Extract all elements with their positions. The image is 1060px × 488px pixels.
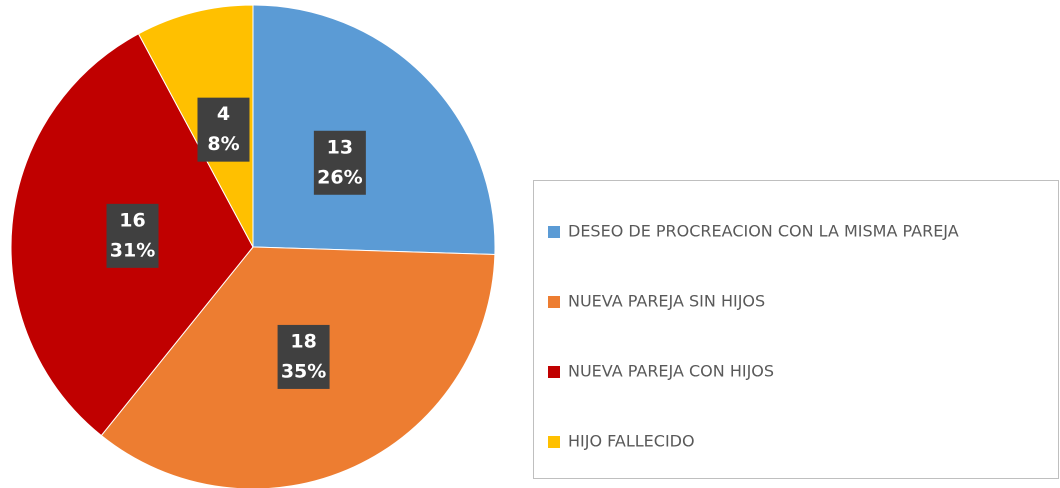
data-label: 4 [217,103,230,125]
label-box [313,130,366,195]
legend-swatch [548,226,560,238]
legend-label: HIJO FALLECIDO [568,432,695,451]
label-box [197,97,250,162]
legend-swatch [548,366,560,378]
pie-slice [137,4,254,248]
legend-swatch [548,436,560,448]
legend-label: NUEVA PAREJA SIN HIJOS [568,292,765,311]
legend-label: NUEVA PAREJA CON HIJOS [568,362,774,381]
data-label: 18 [290,330,316,352]
legend-label: DESEO DE PROCREACION CON LA MISMA PAREJA [568,222,959,241]
pie-slice [252,4,496,255]
data-label: 8% [207,133,239,155]
label-box [106,203,159,268]
legend-swatch [548,296,560,308]
data-label: 35% [281,360,326,382]
data-label: 16 [119,209,145,231]
legend-box [533,180,1059,479]
data-label: 31% [110,239,155,261]
label-box [277,324,330,389]
data-label: 13 [327,136,353,158]
data-label: 26% [317,166,362,188]
